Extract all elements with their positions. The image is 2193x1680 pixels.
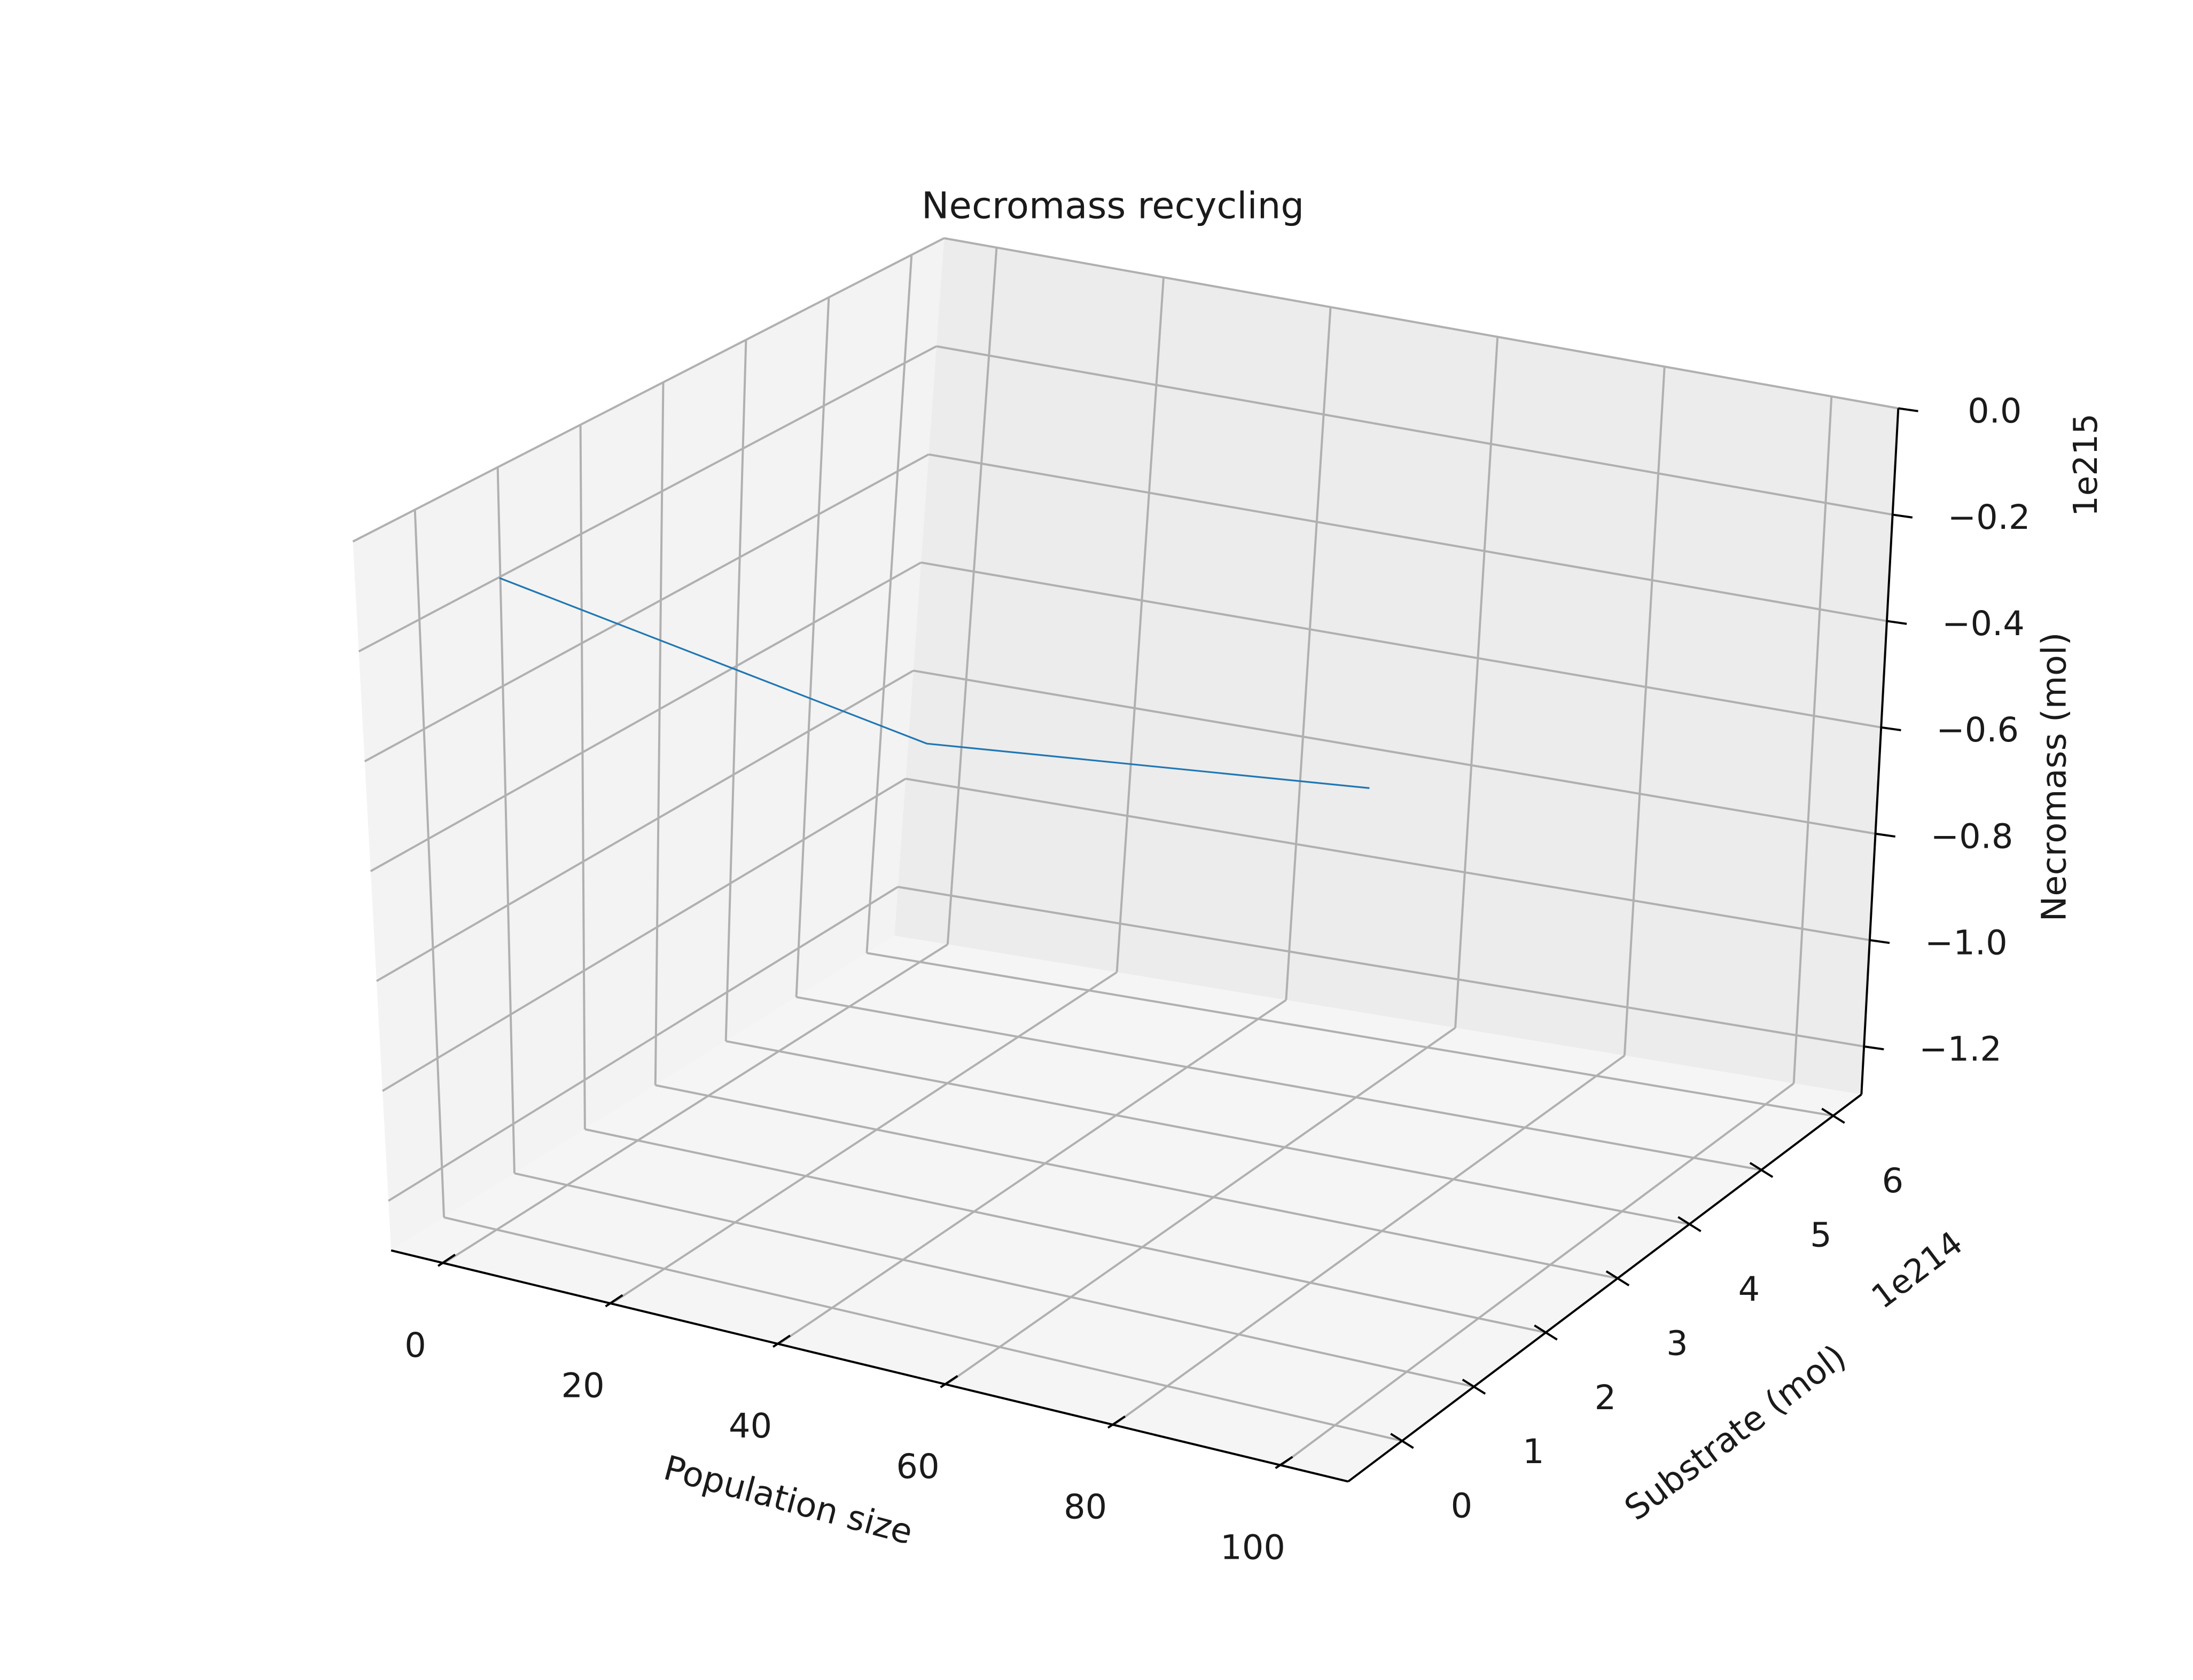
z-gridline-back <box>898 886 1864 1048</box>
x-gridline-wall <box>1285 307 1332 1001</box>
x-tick-mark <box>605 1294 623 1308</box>
y-tick-label: 5 <box>1810 1215 1832 1255</box>
z-tick-label: 0.0 <box>1968 392 2022 431</box>
z-tick-label: −0.6 <box>1936 710 2019 750</box>
y-gridline-floor <box>443 1216 1402 1442</box>
z-tick-label: −0.2 <box>1948 498 2031 537</box>
y-gridline-floor <box>655 1084 1618 1280</box>
x-tick-label: 0 <box>404 1326 426 1365</box>
y-gridline-wall <box>865 254 913 954</box>
z-gridline-left <box>358 345 937 653</box>
x-tick-mark <box>1107 1415 1126 1429</box>
tick-labels: 0 20 40 60 80 100 0 1 2 3 4 5 6 0.0 −0.2 −0.4 −0.6 −0.8 −1… <box>404 392 2030 1567</box>
z-tick-mark <box>1869 939 1890 944</box>
series-layer <box>499 577 1370 789</box>
z-gridline-left <box>364 453 930 762</box>
y-tick-mark <box>1605 1270 1630 1287</box>
x-gridline-wall <box>1115 277 1165 973</box>
chart-title: Necromass recycling <box>922 185 1304 228</box>
z-axis-line <box>1860 408 1900 1095</box>
y-tick-mark <box>1677 1216 1702 1232</box>
x-gridline-floor <box>1113 1054 1626 1426</box>
z-tick-mark <box>1898 407 1918 412</box>
z-tick-mark <box>1863 1045 1884 1051</box>
y-gridline-floor <box>584 1128 1546 1334</box>
y-axis-offset: 1e214 <box>1864 1224 1970 1316</box>
x-gridline-floor <box>611 971 1118 1304</box>
y-tick-mark <box>1390 1433 1414 1449</box>
x-tick-mark <box>940 1375 958 1388</box>
y-tick-mark <box>1821 1107 1845 1124</box>
x-tick-label: 20 <box>561 1366 605 1405</box>
z-gridline-left <box>376 669 914 982</box>
y-tick-mark <box>1462 1378 1486 1395</box>
x-gridline-wall <box>1792 396 1833 1084</box>
y-gridline-wall <box>496 467 516 1174</box>
y-gridline-wall <box>795 297 830 997</box>
y-axis-label: Substrate (mol) <box>1618 1337 1854 1528</box>
y-tick-label: 2 <box>1595 1378 1617 1418</box>
left-pane <box>353 238 945 1251</box>
z-axis-offset: 1e215 <box>2067 413 2105 517</box>
z-tick-label: −0.8 <box>1931 817 2013 856</box>
y-tick-label: 6 <box>1882 1161 1904 1201</box>
x-gridline-wall <box>1623 366 1666 1056</box>
z-gridline-left <box>381 778 907 1092</box>
z-tick-mark <box>1892 513 1913 519</box>
y-tick-label: 3 <box>1666 1324 1688 1363</box>
y-tick-mark <box>1749 1162 1774 1178</box>
z-gridline-left <box>388 886 899 1202</box>
axes <box>391 407 1918 1483</box>
z-tick-label: −0.4 <box>1942 604 2025 644</box>
x-axis-line <box>391 1249 1349 1483</box>
z-tick-mark <box>1875 832 1895 838</box>
x-gridline-floor <box>946 1027 1456 1386</box>
y-gridline-wall <box>724 340 747 1042</box>
x-gridline-floor <box>1280 1082 1794 1466</box>
x-axis-label: Population size <box>660 1448 917 1552</box>
x-gridline-wall <box>946 247 998 945</box>
z-axis-label: Necromass (mol) <box>2035 632 2074 922</box>
y-gridline-wall <box>654 382 665 1085</box>
z-gridline-back <box>936 345 1893 516</box>
x-tick-label: 100 <box>1220 1528 1285 1567</box>
gridlines <box>352 237 1899 1466</box>
floor-pane <box>391 935 1862 1482</box>
z-tick-label: −1.2 <box>1919 1030 2002 1069</box>
x-gridline-wall <box>1454 337 1499 1028</box>
y-tick-label: 1 <box>1523 1432 1544 1472</box>
y-gridline-floor <box>867 952 1833 1117</box>
x-tick-mark <box>1275 1456 1293 1470</box>
y-gridline-wall <box>579 425 586 1130</box>
y-gridline-floor <box>725 1040 1690 1225</box>
y-tick-label: 0 <box>1451 1487 1473 1526</box>
z-gridline-back <box>943 237 1899 410</box>
y-tick-mark <box>1534 1324 1558 1341</box>
x-tick-mark <box>437 1254 456 1267</box>
y-gridline-floor <box>514 1172 1474 1388</box>
x-tick-label: 60 <box>896 1447 940 1487</box>
y-gridline-wall <box>413 510 446 1218</box>
z-gridline-left <box>370 561 922 872</box>
z-tick-mark <box>1886 620 1907 625</box>
y-tick-label: 4 <box>1738 1270 1760 1309</box>
z-gridline-back <box>905 777 1870 941</box>
x-tick-label: 40 <box>729 1406 772 1446</box>
x-gridline-floor <box>778 999 1287 1345</box>
x-tick-label: 80 <box>1064 1488 1107 1527</box>
y-axis-line <box>1347 1093 1862 1483</box>
z-gridline-back <box>913 669 1876 835</box>
z-gridline-left <box>352 237 945 543</box>
z-tick-mark <box>1880 726 1901 731</box>
x-gridline-floor <box>443 943 948 1264</box>
y-gridline-floor <box>796 996 1762 1171</box>
back-pane <box>894 238 1899 1095</box>
z-gridline-back <box>928 453 1887 622</box>
series-line <box>499 577 1370 789</box>
z-tick-label: −1.0 <box>1925 923 2008 963</box>
x-tick-mark <box>772 1334 791 1348</box>
z-gridline-back <box>920 561 1882 729</box>
